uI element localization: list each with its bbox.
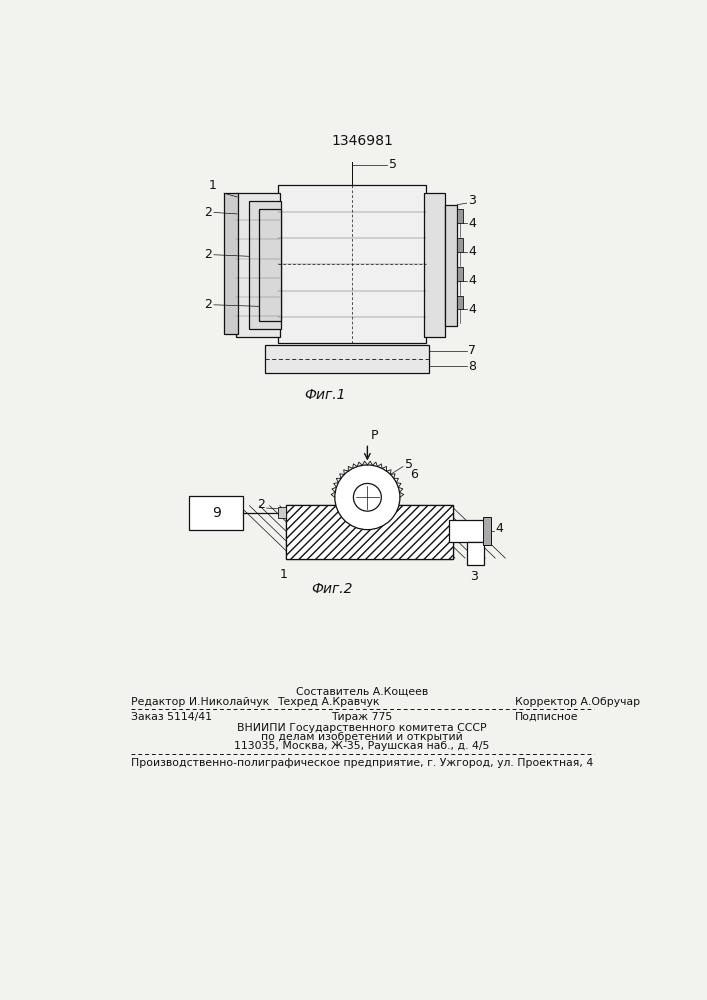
Text: Заказ 5114/41: Заказ 5114/41: [131, 712, 212, 722]
Text: 4: 4: [495, 522, 503, 535]
Bar: [483, 517, 491, 545]
Text: 5: 5: [389, 158, 397, 171]
Text: 3: 3: [468, 194, 476, 207]
Text: 113035, Москва, Ж-35, Раушская наб., д. 4/5: 113035, Москва, Ж-35, Раушская наб., д. …: [234, 741, 490, 751]
Bar: [424, 193, 445, 337]
Text: 9: 9: [212, 506, 221, 520]
Bar: [235, 193, 280, 337]
Bar: [286, 505, 452, 559]
Bar: [224, 193, 238, 334]
Bar: [445, 205, 457, 326]
Text: Корректор А.Обручар: Корректор А.Обручар: [515, 697, 640, 707]
Bar: [457, 267, 464, 281]
Text: 1346981: 1346981: [331, 134, 393, 148]
Bar: [457, 238, 464, 252]
Text: 3: 3: [469, 570, 477, 583]
Text: 2: 2: [204, 298, 212, 311]
Text: 2: 2: [204, 206, 212, 219]
Text: Подписное: Подписное: [515, 712, 578, 722]
Text: ВНИИПИ Государственного комитета СССР: ВНИИПИ Государственного комитета СССР: [237, 723, 486, 733]
Text: 4: 4: [468, 303, 476, 316]
Bar: [286, 505, 452, 559]
Circle shape: [335, 465, 400, 530]
Text: 5: 5: [404, 458, 413, 471]
Bar: [249, 201, 281, 329]
Bar: [279, 507, 286, 518]
Text: 1: 1: [209, 179, 216, 192]
Bar: [259, 209, 281, 321]
Text: Техред А.Кравчук: Техред А.Кравчук: [277, 697, 380, 707]
Text: 1: 1: [280, 568, 288, 581]
Bar: [449, 520, 484, 542]
Text: 4: 4: [468, 217, 476, 230]
Text: Производственно-полиграфическое предприятие, г. Ужгород, ул. Проектная, 4: Производственно-полиграфическое предприя…: [131, 758, 593, 768]
Text: Фиг.2: Фиг.2: [312, 582, 354, 596]
Text: 4: 4: [468, 245, 476, 258]
Text: 8: 8: [468, 360, 476, 373]
Bar: [279, 185, 426, 343]
Bar: [457, 209, 464, 223]
Bar: [189, 496, 243, 530]
Bar: [467, 542, 484, 565]
Bar: [286, 505, 452, 559]
Text: 7: 7: [468, 344, 476, 358]
Text: 2: 2: [257, 498, 265, 512]
Text: Тираж 775: Тираж 775: [332, 712, 392, 722]
Text: Фиг.1: Фиг.1: [304, 388, 346, 402]
Text: по делам изобретений и открытий: по делам изобретений и открытий: [261, 732, 463, 742]
Text: 6: 6: [410, 468, 418, 481]
Bar: [265, 345, 429, 373]
Bar: [457, 296, 464, 309]
Text: Составитель А.Кощеев: Составитель А.Кощеев: [296, 686, 428, 696]
Text: P: P: [370, 429, 378, 442]
Text: 4: 4: [468, 274, 476, 287]
Text: Редактор И.Николайчук: Редактор И.Николайчук: [131, 697, 269, 707]
Text: 2: 2: [204, 248, 212, 261]
